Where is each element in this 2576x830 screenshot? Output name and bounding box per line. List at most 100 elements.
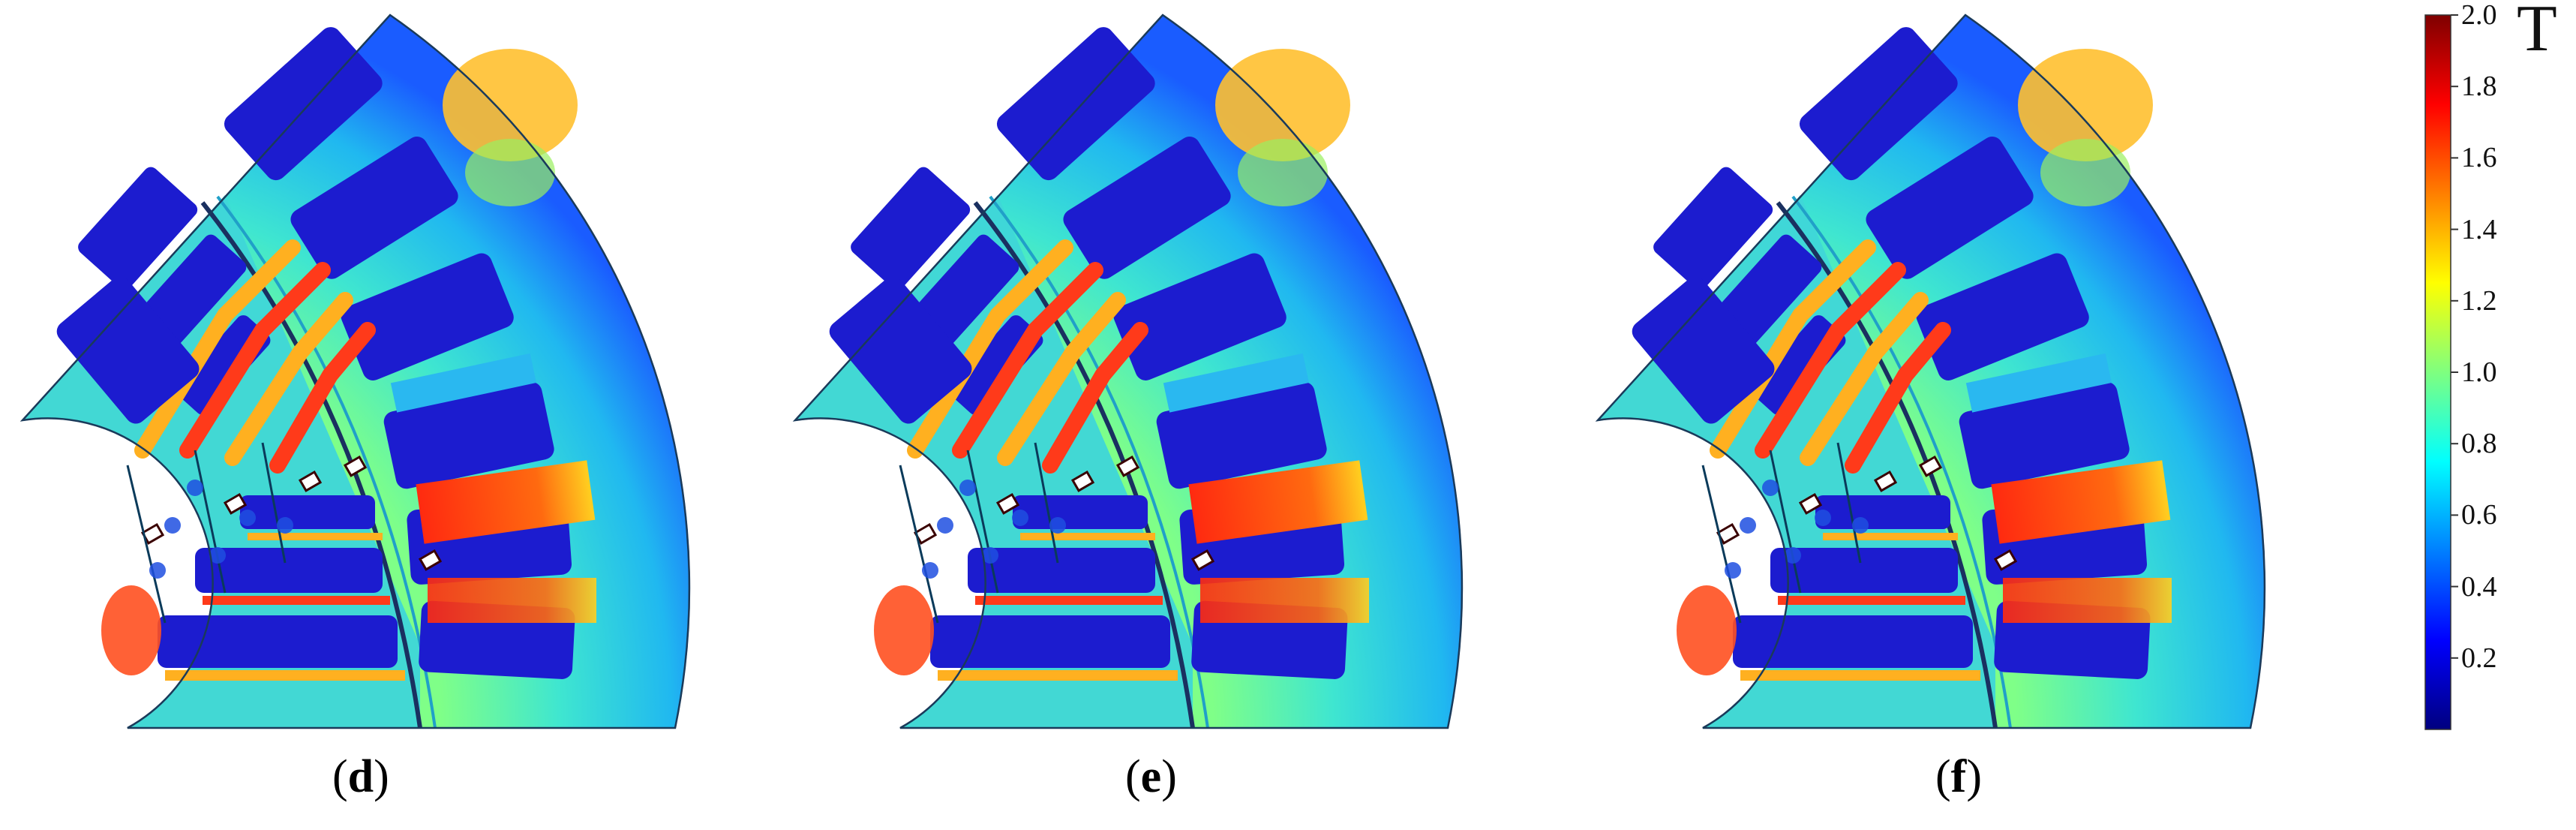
stator-slot bbox=[1959, 382, 2130, 489]
stator-tooth-warm bbox=[1200, 578, 1369, 623]
sector-outline bbox=[1595, 14, 2266, 729]
flux-barrier bbox=[194, 450, 227, 594]
rotor-flux-spot bbox=[149, 562, 166, 579]
rotor-flux-spot bbox=[1049, 517, 1066, 534]
rotor-flux-spot bbox=[187, 480, 203, 496]
rotor-slot-lower bbox=[240, 495, 375, 529]
yoke-hotspot bbox=[443, 49, 578, 161]
stator-slot bbox=[1799, 27, 1958, 181]
magnet bbox=[1918, 455, 1943, 477]
stator-slot bbox=[383, 382, 554, 489]
rotor-slot-lower bbox=[1013, 495, 1148, 529]
magnet bbox=[1115, 455, 1140, 477]
air-gap-inner bbox=[1791, 195, 2012, 729]
stator-slot bbox=[290, 136, 458, 279]
stator-tooth-warm bbox=[428, 578, 596, 623]
magnet bbox=[343, 455, 368, 477]
yoke-warm bbox=[2040, 139, 2130, 206]
rotor-flux-spot bbox=[959, 480, 976, 496]
colorbar-unit: T bbox=[2517, 0, 2557, 65]
rotor-flux-band bbox=[1755, 262, 1906, 459]
rotor-slot-lower bbox=[968, 548, 1155, 593]
rotor-slot bbox=[911, 234, 1019, 347]
colorbar-bar bbox=[2424, 14, 2451, 730]
rotor-slot bbox=[1653, 167, 1773, 290]
magnet bbox=[1798, 492, 1823, 515]
rotor-flux-spot bbox=[1762, 480, 1779, 496]
stator-slot bbox=[996, 27, 1155, 181]
colorbar-tick-label: 1.2 bbox=[2461, 284, 2497, 317]
panel-d bbox=[20, 14, 691, 729]
rotor-hotspot bbox=[101, 585, 161, 675]
yoke-hotspot bbox=[1215, 49, 1350, 161]
flux-barrier bbox=[1836, 442, 1862, 564]
stator-tooth-hot bbox=[1991, 460, 2171, 544]
magnet bbox=[298, 470, 323, 492]
colorbar-tick-label: 1.8 bbox=[2461, 71, 2497, 103]
rotor-flux-spot bbox=[982, 547, 998, 564]
flux-barrier bbox=[126, 465, 167, 624]
panel-label-e: (e) bbox=[1125, 751, 1177, 802]
colorbar-tick-label: 1.6 bbox=[2461, 142, 2497, 174]
rotor-flux-band bbox=[952, 262, 1103, 459]
colorbar-tick-label: 0.2 bbox=[2461, 642, 2497, 674]
rotor-slot-outer bbox=[1632, 276, 1775, 424]
rotor-slot-lower bbox=[158, 615, 398, 668]
rotor-flux-band bbox=[907, 239, 1073, 459]
air-gap-inner bbox=[989, 195, 1209, 729]
colorbar-tick-label: 0.8 bbox=[2461, 428, 2497, 460]
air-gap bbox=[973, 201, 1195, 729]
sector-outline bbox=[792, 14, 1464, 729]
panel-label-f: (f) bbox=[1935, 751, 1982, 802]
rotor-flux-spot bbox=[1012, 510, 1028, 526]
rotor-slot bbox=[1713, 234, 1822, 347]
colorbar-tick-label: 1.0 bbox=[2461, 356, 2497, 388]
colorbar-tick-label: 0.6 bbox=[2461, 499, 2497, 531]
rotor-slot-lower bbox=[1733, 615, 1973, 668]
magnet bbox=[1993, 549, 2018, 571]
stator-slot bbox=[224, 27, 383, 181]
magnet bbox=[995, 492, 1020, 515]
rotor-slot bbox=[78, 167, 198, 290]
rotor-hotspot bbox=[874, 585, 934, 675]
colorbar-tick-label: 2.0 bbox=[2461, 0, 2497, 31]
rotor-flux-spot bbox=[1815, 510, 1831, 526]
magnet bbox=[1190, 549, 1215, 571]
flux-barrier bbox=[1034, 442, 1059, 564]
magnet bbox=[223, 492, 248, 515]
rotor-slot bbox=[138, 234, 247, 347]
colorbar-tick-label: 1.4 bbox=[2461, 213, 2497, 245]
rotor-flux-band bbox=[1800, 292, 1929, 466]
colorbar bbox=[2424, 14, 2458, 730]
flux-barrier bbox=[966, 450, 999, 594]
rotor-flux-spot bbox=[209, 547, 226, 564]
stator-slot bbox=[1866, 136, 2034, 279]
panel-f bbox=[1595, 14, 2266, 729]
rotor-flux-spot bbox=[937, 517, 953, 534]
rotor-flux-band bbox=[224, 292, 353, 466]
stator-tooth-cool bbox=[390, 353, 537, 413]
sector-outline bbox=[20, 14, 691, 729]
rotor-slot-lower bbox=[930, 615, 1170, 668]
magnet bbox=[1873, 470, 1898, 492]
yoke-warm bbox=[1238, 139, 1328, 206]
stator-tooth-warm bbox=[2003, 578, 2172, 623]
rotor-flux-band bbox=[1845, 322, 1951, 474]
yoke-warm bbox=[465, 139, 555, 206]
flux-barrier bbox=[1701, 465, 1742, 624]
rotor-flux-band bbox=[134, 239, 301, 459]
rotor-flux-spot bbox=[1740, 517, 1756, 534]
stator-tooth-cool bbox=[1965, 353, 2112, 413]
rotor-flux-band bbox=[269, 322, 376, 474]
rotor-flux-band bbox=[997, 292, 1126, 466]
rotor-flux-spot bbox=[164, 517, 181, 534]
colorbar-tick-label: 0.4 bbox=[2461, 570, 2497, 603]
rotor-flux-spot bbox=[1785, 547, 1801, 564]
flux-barrier bbox=[1769, 450, 1802, 594]
rotor-flux-spot bbox=[277, 517, 293, 534]
rotor-flux-spot bbox=[922, 562, 938, 579]
air-gap bbox=[1776, 201, 1998, 729]
stator-tooth-hot bbox=[1188, 460, 1368, 544]
